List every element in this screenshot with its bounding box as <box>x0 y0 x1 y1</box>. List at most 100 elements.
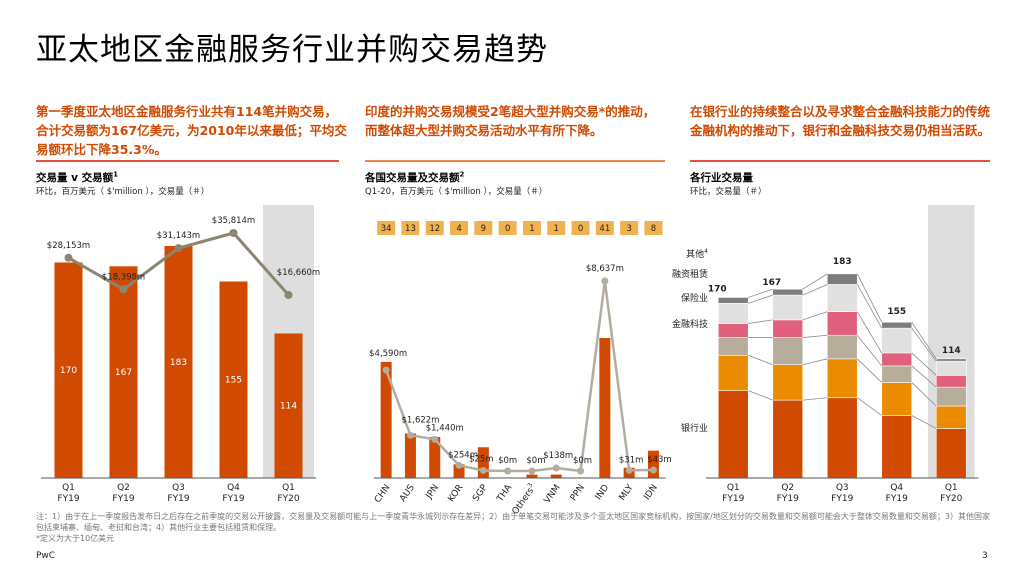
volume-badge <box>377 221 396 235</box>
stack-connector <box>802 311 828 321</box>
volume-bar <box>109 266 138 478</box>
chart2-title: 各国交易量及交易额2 <box>365 170 465 185</box>
volume-badge <box>522 221 541 235</box>
divider-1 <box>36 160 339 162</box>
stack-connector <box>748 319 773 324</box>
stack-connector <box>802 358 828 366</box>
footnotes: 注：1）由于在上一季度报告发布日之后存在之前季度的交易公开披露，交易量及交易额可… <box>36 511 991 544</box>
volume-badge <box>425 221 444 235</box>
x-tick-label: VNM <box>543 483 563 506</box>
divider-2 <box>365 160 665 162</box>
value-point <box>577 467 585 475</box>
stack-connector <box>857 397 882 416</box>
value-point <box>431 435 439 443</box>
x-tick-label: Q2 FY19 <box>777 483 799 504</box>
x-tick-label: IDN <box>642 483 660 502</box>
value-point <box>119 285 128 294</box>
volume-badge-label: 8 <box>651 224 656 234</box>
volume-bar <box>54 262 83 478</box>
stack-segment <box>772 319 804 338</box>
value-point <box>552 464 560 472</box>
stack-segment <box>772 288 804 296</box>
volume-badge <box>401 221 420 235</box>
footnote-definition: *定义为大于10亿美元 <box>36 534 115 543</box>
volume-badge <box>595 221 614 235</box>
volume-bar <box>219 281 248 478</box>
stack-segment <box>935 428 967 479</box>
stack-connector <box>748 294 773 304</box>
value-label: $0m <box>498 456 517 466</box>
volume-badge <box>474 221 493 235</box>
stack-segment <box>717 303 749 324</box>
volume-badge-label: 3 <box>626 224 631 234</box>
value-label: $254m <box>448 450 478 460</box>
footnote-text: 注：1）由于在上一季度报告发布日之后存在之前季度的交易公开披露，交易量及交易额可… <box>36 512 990 532</box>
volume-bar <box>599 338 611 478</box>
stack-connector <box>748 288 773 298</box>
divider-3 <box>690 160 990 162</box>
stack-connector <box>856 334 883 367</box>
chart2-subtitle: Q1-20，百万美元（ $'million ），交易量（＃） <box>365 187 548 197</box>
volume-label: 114 <box>280 402 297 412</box>
chart1-title: 交易量 v 交易额1 <box>36 170 119 185</box>
value-point <box>229 229 238 237</box>
x-tick-label: MLY <box>618 483 636 503</box>
chart1-subtitle: 环比，百万美元（ $'million ），交易量（＃） <box>36 187 210 197</box>
stack-segment <box>881 382 913 416</box>
stack-segment <box>826 358 858 399</box>
stack-connector <box>856 358 883 383</box>
x-tick-label: Q3 FY19 <box>831 483 853 504</box>
stack-segment <box>772 337 804 366</box>
volume-badge-label: 1 <box>554 224 559 234</box>
value-point <box>284 291 293 299</box>
value-point <box>382 366 390 374</box>
value-line <box>384 280 654 473</box>
value-label: $28,153m <box>47 241 90 251</box>
chart3-subtitle: 环比，交易量（＃） <box>690 187 767 197</box>
stack-segment <box>881 365 913 383</box>
series-label: 银行业 <box>681 422 708 434</box>
stack-segment <box>935 405 967 429</box>
volume-bar <box>453 464 465 478</box>
value-label: $25m <box>469 454 494 464</box>
value-point <box>406 431 414 439</box>
volume-badge-label: 1 <box>529 224 534 234</box>
stack-segment <box>881 321 913 329</box>
volume-badge-label: 0 <box>578 224 583 234</box>
series-label: 融资租赁 <box>672 268 708 280</box>
x-tick-label: KOR <box>447 483 466 504</box>
total-label: 155 <box>887 307 906 317</box>
volume-bar <box>429 437 441 478</box>
value-point <box>504 467 512 475</box>
stack-segment <box>826 397 858 479</box>
stack-connector <box>748 390 773 401</box>
volume-label: 155 <box>225 376 242 386</box>
stack-connector <box>911 322 937 360</box>
value-point <box>455 461 463 469</box>
value-point <box>625 466 633 474</box>
volume-badge-label: 13 <box>405 224 416 234</box>
volume-badge-label: 12 <box>429 224 440 234</box>
volume-badge <box>498 221 517 235</box>
volume-label: 183 <box>170 358 187 368</box>
value-label: $138m <box>543 451 573 461</box>
stack-segment <box>881 415 913 479</box>
value-label: $31m <box>619 455 644 465</box>
stack-connector <box>802 334 828 338</box>
total-label: 170 <box>708 284 727 294</box>
volume-badge-label: 34 <box>381 224 392 234</box>
x-tick-label: SGP <box>471 483 490 504</box>
volume-bar <box>380 361 392 478</box>
stack-segment <box>717 297 749 304</box>
volume-badge-label: 9 <box>481 224 486 234</box>
total-label: 114 <box>942 346 961 356</box>
value-label: $0m <box>573 456 592 466</box>
value-point <box>64 253 73 262</box>
stack-segment <box>826 284 858 312</box>
stack-segment <box>881 327 913 354</box>
stack-segment <box>717 354 749 391</box>
page-title: 亚太地区金融服务行业并购交易趋势 <box>36 32 548 68</box>
series-label: 金融科技 <box>672 318 708 330</box>
stack-segment <box>826 334 858 360</box>
value-label: $8,637m <box>586 264 624 274</box>
